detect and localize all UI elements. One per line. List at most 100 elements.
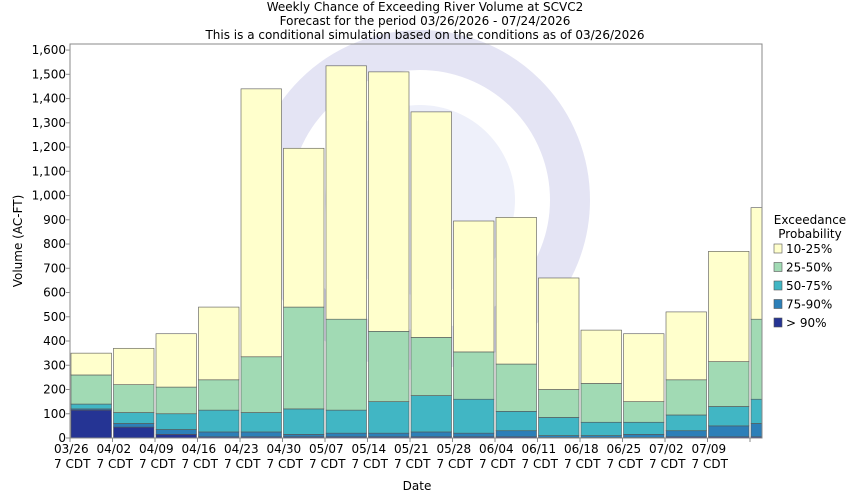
bar-segment <box>495 430 537 438</box>
bar-segment <box>495 217 537 365</box>
bar-segment <box>198 409 240 433</box>
bar-segment <box>580 383 622 423</box>
y-tick-label: 700 <box>43 261 66 275</box>
bar-segment <box>70 352 112 376</box>
chart-title: Weekly Chance of Exceeding River Volume … <box>267 0 584 14</box>
x-tick-label: 06/04 7 CDT <box>479 442 516 471</box>
y-tick-label: 1,000 <box>32 189 66 203</box>
bar-segment <box>410 431 452 438</box>
y-tick-label: 0 <box>58 431 66 445</box>
chart-subtitle: Forecast for the period 03/26/2026 - 07/… <box>280 14 571 28</box>
bar-segment <box>155 413 197 430</box>
bar-segment <box>368 71 410 332</box>
legend-label: 10-25% <box>786 242 832 256</box>
bar-segment <box>538 417 580 436</box>
bar-segment <box>368 432 410 438</box>
bar-segment <box>665 379 707 416</box>
bar-segment <box>70 409 112 438</box>
legend-swatch <box>773 299 783 309</box>
bar-segment <box>198 431 240 438</box>
y-tick-label: 400 <box>43 334 66 348</box>
bar-segment <box>155 429 197 435</box>
bar-segment <box>453 398 495 434</box>
legend-label: 75-90% <box>786 298 832 312</box>
y-tick-label: 500 <box>43 310 66 324</box>
y-tick-label: 1,100 <box>32 164 66 178</box>
y-tick-label: 100 <box>43 407 66 421</box>
bar-segment <box>623 434 665 438</box>
x-tick-label: 05/28 7 CDT <box>436 442 473 471</box>
legend-label: > 90% <box>786 316 827 330</box>
bar-segment <box>410 395 452 433</box>
bar-segment <box>623 421 665 435</box>
y-tick-label: 1,500 <box>32 67 66 81</box>
bar-segment <box>708 425 750 438</box>
legend-swatch <box>773 317 783 328</box>
bar-segment <box>538 389 580 418</box>
x-tick-label: 04/09 7 CDT <box>139 442 176 471</box>
x-tick-label: 03/26 7 CDT <box>54 442 91 471</box>
bar-segment <box>453 432 495 438</box>
bar-segment <box>538 277 580 390</box>
x-tick-label: 06/18 7 CDT <box>564 442 601 471</box>
bar-segment <box>623 401 665 423</box>
bar-segment <box>580 421 622 436</box>
bar-segment <box>325 409 367 434</box>
bar-segment <box>368 401 410 434</box>
x-tick-label: 04/02 7 CDT <box>96 442 133 471</box>
legend-title: Exceedance Probability <box>774 213 846 241</box>
y-tick-label: 1,600 <box>32 43 66 57</box>
bar-segment <box>325 432 367 438</box>
bar-segment <box>665 311 707 381</box>
bar-segment <box>368 331 410 402</box>
bar-segment <box>70 374 112 405</box>
bar-segment <box>708 361 750 407</box>
bar-segment <box>113 423 155 428</box>
bar-segment <box>283 147 325 308</box>
bar-segment <box>70 403 112 410</box>
bar-segment <box>283 408 325 435</box>
x-tick-label: 04/23 7 CDT <box>224 442 261 471</box>
bar-segment <box>410 111 452 338</box>
y-tick-label: 800 <box>43 237 66 251</box>
bar-segment <box>283 306 325 410</box>
bar-segment <box>665 414 707 432</box>
plot-frame <box>69 43 763 439</box>
x-tick-label: 05/21 7 CDT <box>394 442 431 471</box>
y-tick-label: 1,200 <box>32 140 66 154</box>
x-tick-label: 06/25 7 CDT <box>606 442 643 471</box>
chart-note: This is a conditional simulation based o… <box>204 28 644 42</box>
bar-segment <box>665 430 707 438</box>
bar-segment <box>623 333 665 402</box>
bar-segment <box>240 88 282 358</box>
bar-segment <box>113 426 155 438</box>
legend-swatch <box>773 280 783 291</box>
bar-segment <box>750 207 762 320</box>
bar-segment <box>708 251 750 362</box>
bar-segment <box>750 436 762 438</box>
bar-segment <box>240 431 282 438</box>
x-tick-label: 07/09 7 CDT <box>691 442 728 471</box>
bar-segment <box>325 65 367 320</box>
x-axis-label: Date <box>403 479 432 493</box>
legend-label: 25-50% <box>786 261 832 275</box>
x-tick-label: 04/30 7 CDT <box>266 442 303 471</box>
bar-segment <box>240 356 282 413</box>
y-tick-label: 900 <box>43 213 66 227</box>
x-tick-label: 06/11 7 CDT <box>521 442 558 471</box>
bar-segment <box>198 306 240 381</box>
bar-segment <box>453 351 495 400</box>
bar-segment <box>155 333 197 388</box>
bar-segment <box>155 434 197 438</box>
x-tick-label: 04/16 7 CDT <box>181 442 218 471</box>
x-tick-label: 07/02 7 CDT <box>649 442 686 471</box>
bar-segment <box>283 434 325 438</box>
bar-segment <box>750 398 762 424</box>
y-tick-label: 600 <box>43 286 66 300</box>
bar-segment <box>750 318 762 400</box>
y-tick-label: 1,400 <box>32 92 66 106</box>
bar-segment <box>410 337 452 396</box>
bars <box>70 65 762 438</box>
